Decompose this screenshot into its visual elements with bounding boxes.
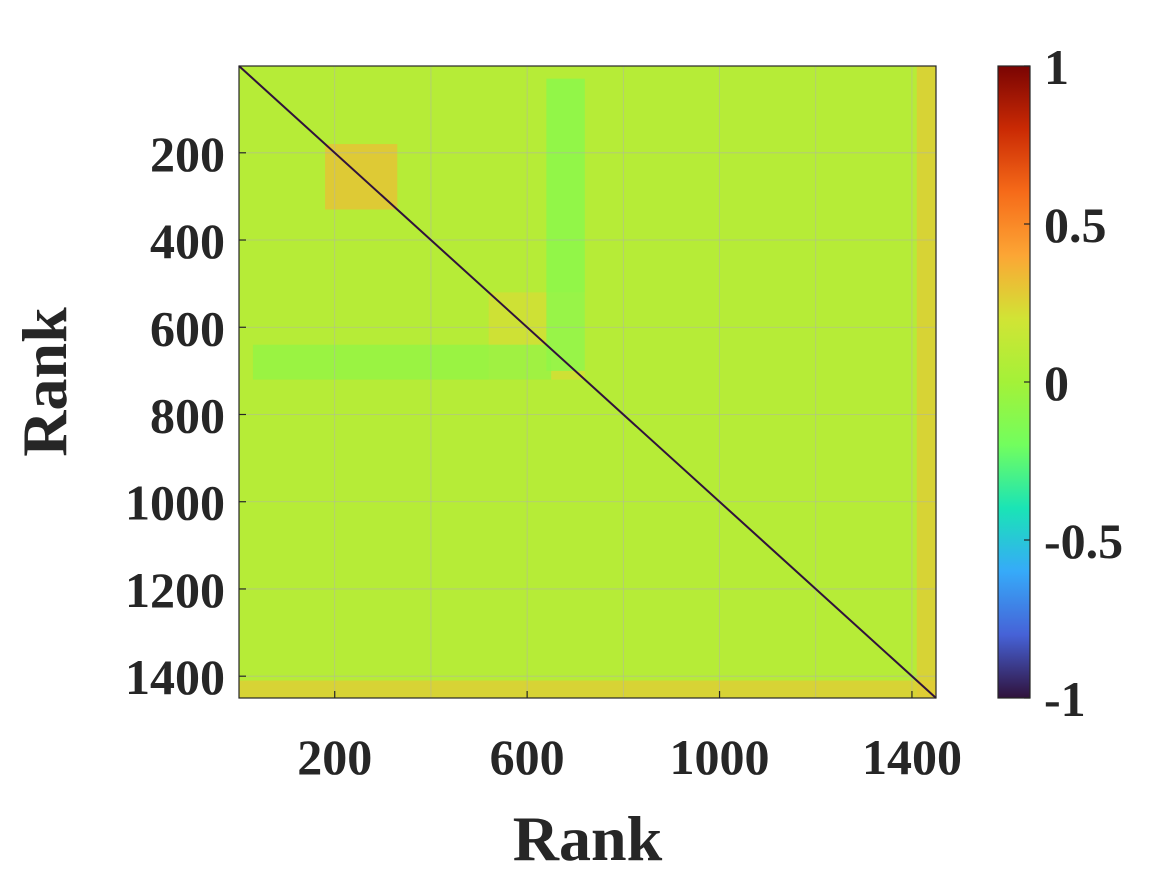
colorbar-ticks: 1 0.5 0 -0.5 -1 [1024,39,1123,727]
y-tick-label: 1200 [125,562,225,618]
x-axis-ticks: 200 600 1000 1400 [297,691,962,785]
diagonal-line [238,65,937,699]
x-tick-label: 200 [297,729,372,785]
x-axis-title: Rank [513,803,663,874]
y-tick-label: 1000 [125,475,225,531]
y-tick-label: 400 [150,213,225,269]
heatmap-block [239,680,936,698]
y-tick-label: 200 [150,126,225,182]
heatmap-diagonal [238,65,937,699]
colorbar-tick-label: 1 [1044,39,1069,95]
y-axis-ticks: 200 400 600 800 1000 1200 1400 [125,126,246,705]
heatmap-plot-area [238,65,937,699]
x-tick-label: 600 [490,729,565,785]
heatmap-block [546,78,585,371]
colorbar-tick-label: 0.5 [1044,197,1107,253]
plot-frame [238,65,937,699]
colorbar-tick-label: -0.5 [1044,513,1123,569]
heatmap-block [252,344,552,380]
y-tick-label: 1400 [125,649,225,705]
x-tick-label: 1400 [862,729,962,785]
colorbar-tick-label: -1 [1044,671,1086,727]
y-tick-label: 600 [150,300,225,356]
heatmap-block [916,66,936,698]
heatmap-cells [239,66,936,698]
colorbar-tick-label: 0 [1044,355,1069,411]
colorbar: 1 0.5 0 -0.5 -1 [997,39,1123,727]
y-tick-label: 800 [150,387,225,443]
heatmap-grid [239,66,936,698]
y-axis-title: Rank [9,307,80,457]
x-tick-label: 1000 [670,729,770,785]
